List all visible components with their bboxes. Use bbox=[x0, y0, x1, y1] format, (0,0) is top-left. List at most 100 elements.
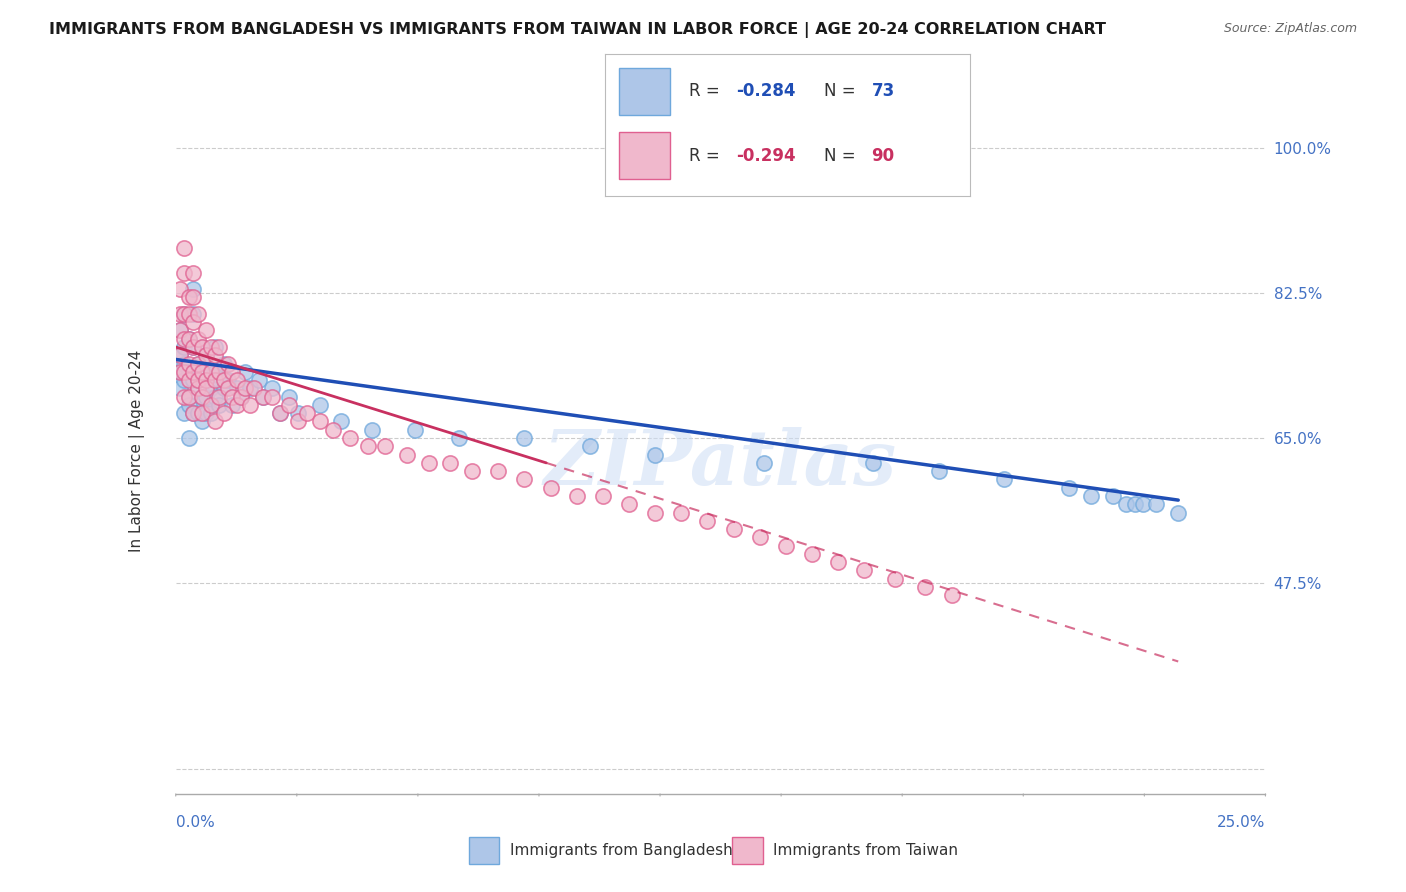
Point bbox=[1144, 497, 1167, 511]
Point bbox=[195, 390, 218, 404]
Point bbox=[356, 439, 378, 453]
Point bbox=[181, 290, 204, 304]
Point bbox=[884, 572, 907, 586]
Point bbox=[221, 398, 243, 412]
Point bbox=[208, 340, 231, 354]
Point bbox=[169, 307, 191, 321]
Point bbox=[186, 381, 209, 395]
Point bbox=[173, 266, 195, 280]
Point bbox=[181, 340, 204, 354]
Point bbox=[513, 472, 536, 486]
Point bbox=[173, 340, 195, 354]
Point bbox=[191, 340, 214, 354]
Point bbox=[212, 406, 235, 420]
Point bbox=[260, 381, 283, 395]
Point bbox=[208, 398, 231, 412]
Point bbox=[330, 415, 353, 429]
Point bbox=[181, 373, 204, 387]
Point bbox=[200, 381, 222, 395]
Point bbox=[439, 456, 461, 470]
Point bbox=[225, 373, 247, 387]
Point bbox=[191, 340, 214, 354]
Point bbox=[191, 390, 214, 404]
Point bbox=[239, 381, 262, 395]
Point bbox=[177, 307, 200, 321]
Point bbox=[177, 332, 200, 346]
Point bbox=[191, 390, 214, 404]
Point bbox=[941, 588, 963, 602]
Point bbox=[212, 381, 235, 395]
Point bbox=[177, 390, 200, 404]
Point bbox=[186, 307, 209, 321]
Point bbox=[644, 448, 666, 462]
Point bbox=[269, 406, 291, 420]
Text: Immigrants from Taiwan: Immigrants from Taiwan bbox=[773, 843, 957, 857]
Point bbox=[217, 381, 239, 395]
Point bbox=[671, 506, 693, 520]
Point bbox=[928, 464, 950, 478]
Point bbox=[322, 423, 344, 437]
Point bbox=[195, 381, 218, 395]
Point bbox=[177, 290, 200, 304]
Point bbox=[447, 431, 470, 445]
Text: 90: 90 bbox=[872, 147, 894, 165]
Text: R =: R = bbox=[689, 82, 724, 100]
Point bbox=[173, 307, 195, 321]
Point bbox=[173, 307, 195, 321]
Point bbox=[169, 365, 191, 379]
Point bbox=[775, 539, 797, 553]
Point bbox=[191, 406, 214, 420]
Point bbox=[308, 415, 330, 429]
Point bbox=[231, 390, 253, 404]
Text: -0.294: -0.294 bbox=[737, 147, 796, 165]
Point bbox=[252, 390, 274, 404]
Point bbox=[173, 357, 195, 371]
Point bbox=[239, 398, 262, 412]
Point bbox=[1167, 506, 1189, 520]
Point bbox=[247, 373, 270, 387]
Point bbox=[200, 398, 222, 412]
Point bbox=[204, 415, 226, 429]
Point bbox=[173, 365, 195, 379]
Point bbox=[181, 307, 204, 321]
Point bbox=[191, 415, 214, 429]
Point bbox=[173, 390, 195, 404]
Point bbox=[177, 373, 200, 387]
Point bbox=[221, 365, 243, 379]
Point bbox=[993, 472, 1015, 486]
Point bbox=[617, 497, 640, 511]
Point bbox=[287, 406, 309, 420]
Point bbox=[181, 282, 204, 296]
Text: In Labor Force | Age 20-24: In Labor Force | Age 20-24 bbox=[129, 350, 145, 551]
Point bbox=[579, 439, 602, 453]
Point bbox=[723, 522, 745, 536]
Point bbox=[754, 456, 776, 470]
Point bbox=[186, 381, 209, 395]
Point bbox=[461, 464, 484, 478]
Text: 25.0%: 25.0% bbox=[1218, 814, 1265, 830]
Point bbox=[169, 348, 191, 362]
Point bbox=[169, 381, 191, 395]
Point bbox=[186, 357, 209, 371]
Point bbox=[405, 423, 427, 437]
Point bbox=[217, 373, 239, 387]
Point bbox=[225, 398, 247, 412]
Point bbox=[195, 373, 218, 387]
Point bbox=[862, 456, 884, 470]
Point bbox=[173, 332, 195, 346]
Point bbox=[204, 365, 226, 379]
Point bbox=[914, 580, 936, 594]
Point bbox=[195, 348, 218, 362]
Point bbox=[169, 282, 191, 296]
Text: IMMIGRANTS FROM BANGLADESH VS IMMIGRANTS FROM TAIWAN IN LABOR FORCE | AGE 20-24 : IMMIGRANTS FROM BANGLADESH VS IMMIGRANTS… bbox=[49, 22, 1107, 38]
Point bbox=[181, 266, 204, 280]
Point bbox=[169, 365, 191, 379]
Point bbox=[195, 373, 218, 387]
Point bbox=[278, 398, 301, 412]
Point bbox=[540, 481, 562, 495]
Point bbox=[204, 390, 226, 404]
Point bbox=[200, 340, 222, 354]
Point bbox=[486, 464, 509, 478]
Point bbox=[212, 373, 235, 387]
Point bbox=[748, 530, 770, 544]
